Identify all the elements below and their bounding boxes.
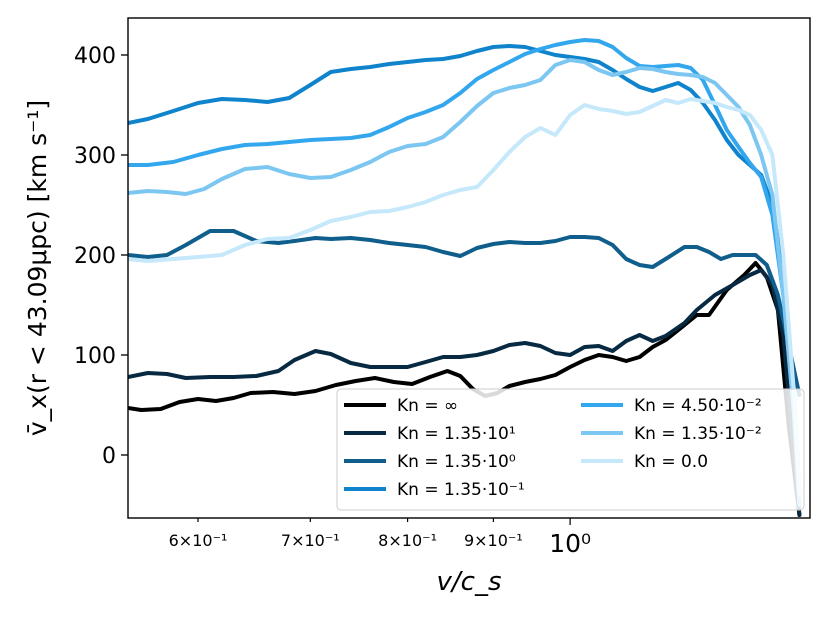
legend-entry-3: Kn = 1.35·10⁻¹ (397, 480, 525, 500)
series-line-4 (128, 38, 802, 507)
y-tick-label-200: 200 (74, 244, 116, 269)
x-axis-title: v/c_s (437, 567, 502, 597)
x-tick-label-4: 10⁰ (549, 529, 591, 558)
series-line-6 (128, 97, 802, 497)
y-axis-title: v̄_x(r < 43.09μpc) [km s⁻¹] (23, 100, 52, 436)
series-line-1 (128, 268, 802, 517)
x-tick-label-3: 9×10⁻¹ (464, 531, 523, 550)
x-tick-label-2: 8×10⁻¹ (378, 531, 437, 550)
legend-entry-4: Kn = 4.50·10⁻² (634, 396, 762, 416)
x-tick-label-0: 6×10⁻¹ (169, 531, 228, 550)
legend-entry-1: Kn = 1.35·10¹ (397, 424, 516, 444)
x-tick-label-1: 7×10⁻¹ (281, 531, 340, 550)
legend-entry-2: Kn = 1.35·10⁰ (397, 452, 516, 472)
plot-frame (127, 17, 811, 519)
legend-entry-5: Kn = 1.35·10⁻² (634, 424, 762, 444)
legend-entry-0: Kn = ∞ (397, 396, 458, 416)
series-line-2 (128, 229, 802, 397)
y-tick-label-0: 0 (102, 444, 116, 469)
y-tick-label-400: 400 (74, 44, 116, 69)
legend-entry-6: Kn = 0.0 (634, 452, 708, 472)
y-tick-label-300: 300 (74, 144, 116, 169)
y-tick-label-100: 100 (74, 344, 116, 369)
legend-box (336, 388, 805, 511)
series-line-5 (128, 58, 802, 507)
